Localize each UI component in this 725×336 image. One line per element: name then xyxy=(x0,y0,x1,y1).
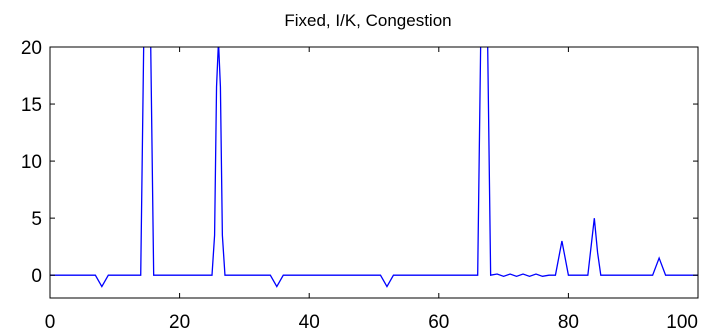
chart-title: Fixed, I/K, Congestion xyxy=(284,11,451,30)
y-tick-label: 5 xyxy=(31,209,42,230)
x-tick-label: 60 xyxy=(428,312,449,333)
plot-area xyxy=(50,47,698,288)
y-tick-label: 20 xyxy=(21,38,42,59)
axes-box xyxy=(49,46,699,299)
axis-tick-labels: 0 20 40 60 80 100 0 5 10 15 20 xyxy=(21,38,698,333)
series-line xyxy=(50,47,698,288)
x-tick-label: 0 xyxy=(45,312,56,333)
axis-ticks xyxy=(49,46,699,298)
y-tick-label: 0 xyxy=(31,266,42,287)
y-tick-label: 15 xyxy=(21,95,42,116)
x-tick-label: 100 xyxy=(666,312,698,333)
x-tick-label: 80 xyxy=(558,312,579,333)
x-tick-label: 20 xyxy=(169,312,190,333)
x-tick-label: 40 xyxy=(299,312,320,333)
y-tick-label: 10 xyxy=(21,152,42,173)
